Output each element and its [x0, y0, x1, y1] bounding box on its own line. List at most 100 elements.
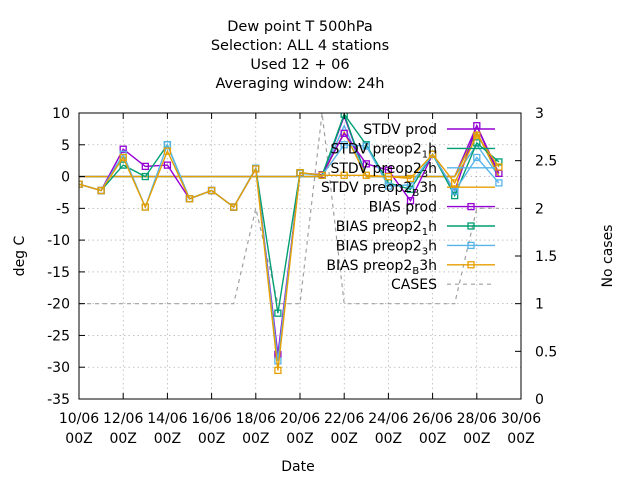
data-point — [495, 179, 503, 187]
x-tick-label-time: 00Z — [507, 431, 534, 447]
y-tick-label: 10 — [52, 106, 70, 122]
data-point — [141, 172, 149, 181]
x-tick-label: 28/06 — [457, 411, 497, 427]
series-line — [79, 133, 500, 371]
series-7 — [79, 131, 503, 375]
x-tick-label-time: 00Z — [330, 431, 357, 447]
legend-label: BIAS preop23h — [336, 238, 437, 257]
x-tick-label: 10/06 — [59, 411, 99, 427]
title-line: Used 12 + 06 — [250, 57, 349, 73]
y2-tick-label: 0 — [535, 392, 544, 408]
legend-label: STDV prod — [363, 122, 437, 138]
y2-tick-label: 2.5 — [535, 154, 557, 170]
data-point — [340, 171, 348, 179]
x-tick-label: 18/06 — [236, 411, 276, 427]
data-point — [97, 186, 105, 195]
data-point — [340, 129, 348, 137]
data-point — [406, 197, 415, 205]
y-tick-label: -30 — [47, 360, 70, 376]
data-point — [451, 191, 459, 200]
x-tick-label: 30/06 — [501, 411, 541, 427]
data-point — [473, 153, 481, 162]
x-tick-label: 24/06 — [368, 411, 408, 427]
data-point — [207, 186, 216, 195]
data-point — [318, 171, 326, 179]
data-point — [252, 165, 260, 173]
x-tick-label: 12/06 — [103, 411, 143, 427]
data-point — [230, 203, 238, 211]
y2-tick-label: 1.5 — [535, 249, 557, 265]
data-point — [119, 145, 127, 153]
data-point — [362, 142, 370, 150]
y2-tick-label: 3 — [535, 106, 544, 122]
data-point — [428, 150, 437, 158]
x-tick-label-time: 00Z — [242, 431, 269, 447]
series-5 — [79, 113, 503, 317]
data-point — [163, 161, 172, 169]
y2-axis-ticks: 3 2.5 2 1.5 1 0.5 0 — [515, 106, 557, 408]
data-point — [79, 180, 83, 188]
data-point — [141, 203, 149, 211]
data-point — [384, 172, 393, 181]
y-tick-label: -5 — [56, 201, 70, 217]
title-line: Averaging window: 24h — [215, 76, 384, 92]
legend-label: STDV preop23h — [330, 161, 437, 180]
y-tick-label: 0 — [61, 170, 70, 186]
data-point — [296, 169, 304, 177]
data-point — [406, 174, 415, 183]
x-tick-label: 14/06 — [147, 411, 187, 427]
data-point — [362, 160, 370, 168]
chart-title: Dew point T 500hPa Selection: ALL 4 stati… — [211, 19, 389, 92]
data-point — [406, 185, 415, 193]
data-point — [362, 171, 370, 179]
x-tick-label: 26/06 — [412, 411, 452, 427]
data-point — [340, 141, 348, 149]
y-axis-ticks: 10 5 0 -5 -10 -15 -20 -25 -30 -35 — [47, 106, 85, 408]
y-tick-label: -35 — [47, 392, 70, 408]
y2-tick-label: 0.5 — [535, 344, 557, 360]
y-tick-label: -25 — [47, 328, 70, 344]
data-point — [495, 163, 503, 171]
series-8 — [79, 113, 499, 305]
legend-label: STDV preop21h — [330, 141, 437, 160]
data-point — [141, 162, 149, 171]
y2-tick-label: 1 — [535, 297, 544, 313]
legend-marker — [467, 261, 475, 269]
x-tick-label: 20/06 — [280, 411, 320, 427]
series-3 — [79, 130, 500, 178]
legend-label: BIAS preop21h — [336, 219, 437, 238]
x-tick-label-time: 00Z — [419, 431, 446, 447]
data-point — [473, 131, 481, 139]
title-line: Dew point T 500hPa — [227, 19, 372, 35]
y-tick-label: 5 — [61, 138, 70, 154]
data-point — [274, 309, 282, 317]
data-point — [163, 147, 172, 155]
x-tick-label-time: 00Z — [198, 431, 225, 447]
legend-label: CASES — [391, 277, 437, 293]
legend-label: BIAS prod — [369, 200, 437, 216]
x-tick-label-time: 00Z — [286, 431, 313, 447]
y2-axis-label: No cases — [600, 225, 616, 288]
x-tick-label-time: 00Z — [154, 431, 181, 447]
data-point — [451, 179, 459, 187]
x-axis-ticks: 10/06 00Z 12/06 00Z 14/06 00Z 16/06 00Z 18/06 00Z… — [59, 113, 541, 447]
series-line — [79, 113, 499, 305]
x-tick-label-time: 00Z — [109, 431, 136, 447]
series-lines — [79, 113, 503, 375]
x-tick-label: 22/06 — [324, 411, 364, 427]
legend-label: BIAS preop2B3h — [326, 258, 437, 277]
title-line: Selection: ALL 4 stations — [211, 38, 389, 54]
legend-label: STDV preop2B3h — [321, 180, 437, 199]
x-axis-label: Date — [281, 459, 314, 475]
data-point — [274, 357, 282, 365]
y-tick-label: -10 — [47, 233, 70, 249]
y-tick-label: -15 — [47, 265, 70, 281]
x-tick-label-time: 00Z — [463, 431, 490, 447]
grid — [79, 113, 521, 399]
data-point — [274, 366, 282, 375]
x-tick-label-time: 00Z — [375, 431, 402, 447]
data-point — [384, 182, 393, 190]
legend-marker — [467, 241, 475, 250]
